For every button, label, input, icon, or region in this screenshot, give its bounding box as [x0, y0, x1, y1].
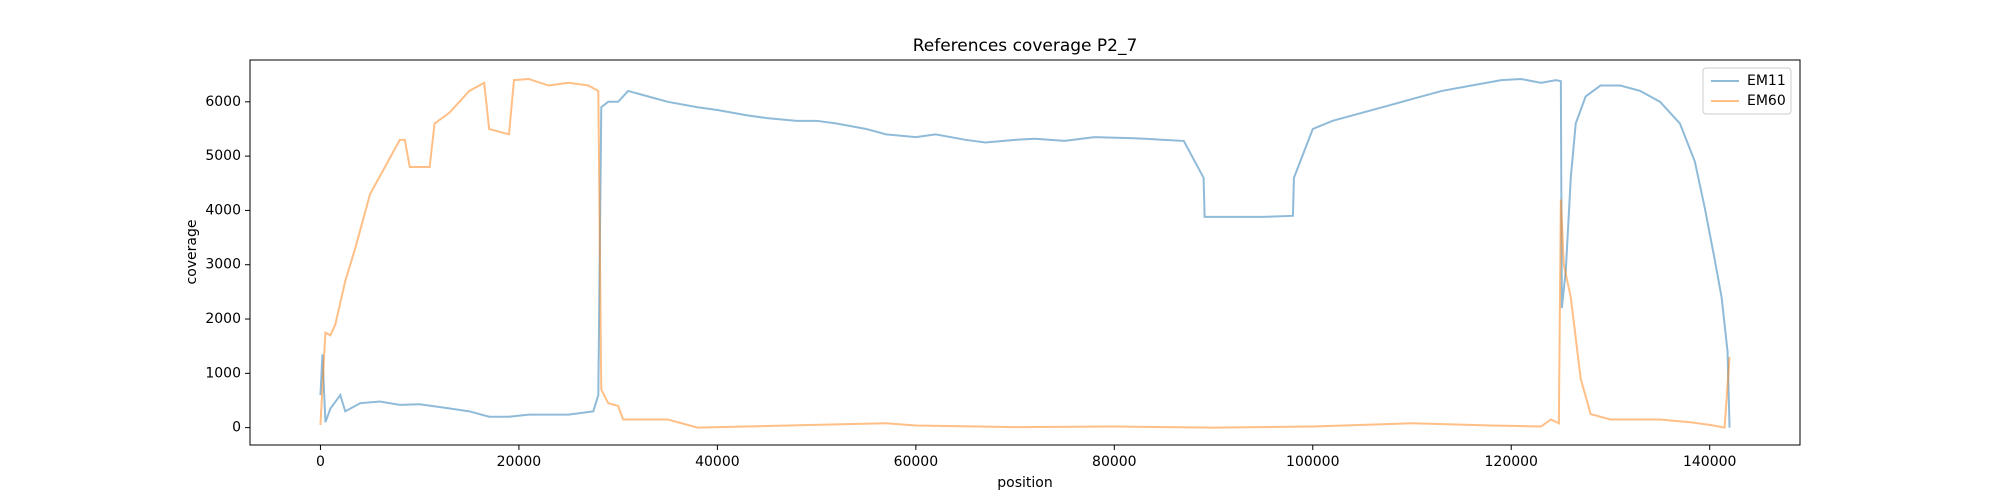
x-tick-label: 100000	[1286, 454, 1339, 470]
x-tick-label: 140000	[1683, 454, 1736, 470]
x-tick-label: 120000	[1485, 454, 1538, 470]
plot-frame	[249, 59, 1801, 446]
y-axis-label: coverage	[184, 220, 200, 285]
x-tick-label: 40000	[695, 454, 740, 470]
y-tick-label: 0	[232, 420, 241, 436]
x-tick-label: 60000	[894, 454, 939, 470]
data-line	[319, 77, 1731, 429]
y-tick-label: 4000	[205, 202, 241, 218]
y-tick-label: 3000	[205, 257, 241, 273]
legend-label: EM11	[1747, 73, 1786, 89]
legend-box	[1702, 67, 1792, 115]
data-line	[319, 78, 1731, 428]
legend-label: EM60	[1747, 93, 1786, 109]
y-tick-label: 5000	[205, 148, 241, 164]
x-tick-label: 0	[316, 454, 325, 470]
x-tick-label: 80000	[1092, 454, 1137, 470]
y-tick-label: 1000	[205, 365, 241, 381]
x-axis-label: position	[997, 475, 1052, 491]
chart-title: References coverage P2_7	[913, 36, 1138, 56]
x-tick-label: 20000	[497, 454, 542, 470]
y-tick-label: 2000	[205, 311, 241, 327]
y-tick-label: 6000	[205, 94, 241, 110]
